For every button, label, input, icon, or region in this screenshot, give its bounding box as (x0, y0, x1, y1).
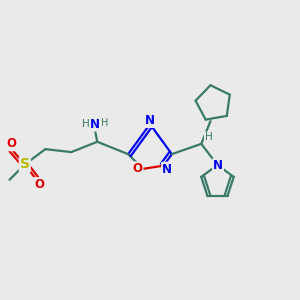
Text: O: O (34, 178, 44, 191)
Text: N: N (145, 114, 155, 127)
Text: N: N (162, 163, 172, 176)
Text: S: S (20, 158, 30, 172)
Text: N: N (213, 159, 223, 172)
Text: O: O (133, 162, 142, 176)
Text: H: H (205, 132, 212, 142)
Text: N: N (90, 118, 100, 130)
Text: H: H (101, 118, 108, 128)
Text: H: H (82, 119, 89, 129)
Text: O: O (6, 137, 16, 150)
